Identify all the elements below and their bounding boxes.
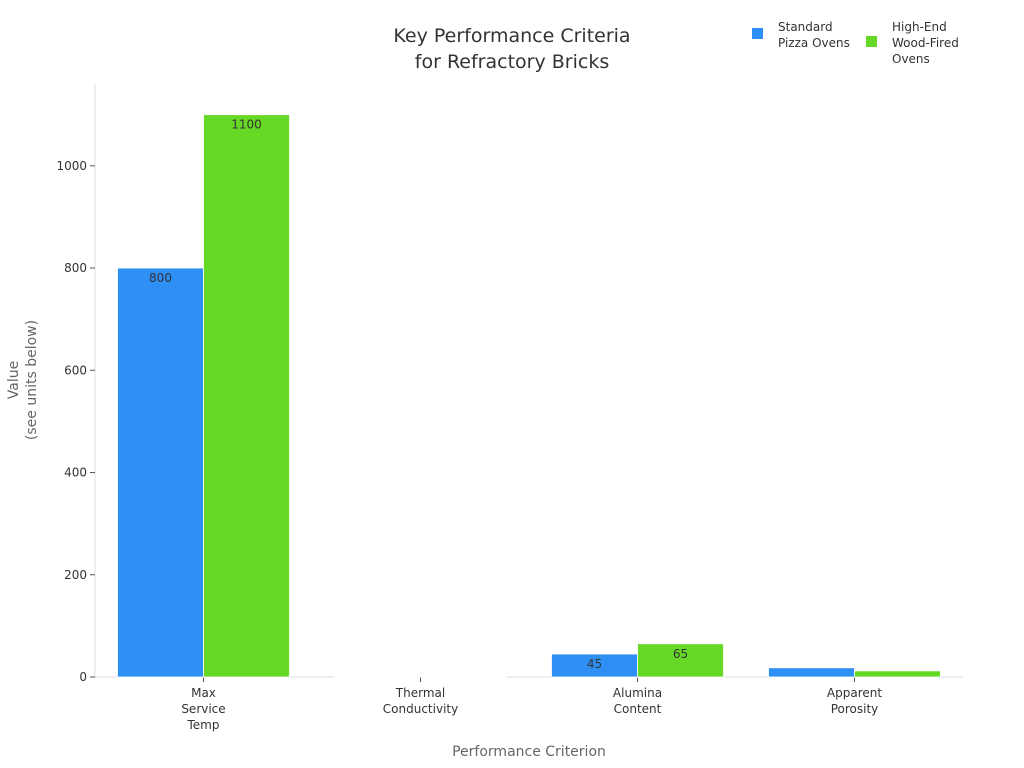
value-label: 65 xyxy=(673,647,688,661)
y-axis-label: Value (see units below) xyxy=(6,320,40,440)
x-tick-label: Thermal Conductivity xyxy=(383,686,458,716)
legend-swatch xyxy=(752,28,763,39)
x-tick-label: Max Service Temp xyxy=(181,686,225,732)
y-tick-label: 600 xyxy=(64,363,87,377)
bar xyxy=(117,267,204,678)
y-tick-label: 800 xyxy=(64,261,87,275)
y-tick-label: 200 xyxy=(64,568,87,582)
bar xyxy=(768,667,855,678)
x-tick-label: Apparent Porosity xyxy=(827,686,882,716)
bar xyxy=(637,643,724,678)
x-axis-label: Performance Criterion xyxy=(452,744,606,760)
bar xyxy=(420,676,507,678)
x-tick-label: Alumina Content xyxy=(613,686,662,716)
y-tick-label: 0 xyxy=(79,670,87,684)
value-label: 800 xyxy=(149,271,172,285)
value-label: 1100 xyxy=(231,118,262,132)
chart-title: Key Performance Criteria for Refractory B… xyxy=(393,25,630,73)
value-label: 45 xyxy=(587,657,602,671)
legend-label: High-End Wood-Fired Ovens xyxy=(892,20,959,66)
bar xyxy=(203,114,290,678)
bar xyxy=(334,675,421,678)
y-tick-label: 400 xyxy=(64,466,87,480)
legend-label: Standard Pizza Ovens xyxy=(778,20,850,50)
legend-swatch xyxy=(866,36,877,47)
bar xyxy=(854,670,941,678)
y-tick-label: 1000 xyxy=(56,159,87,173)
